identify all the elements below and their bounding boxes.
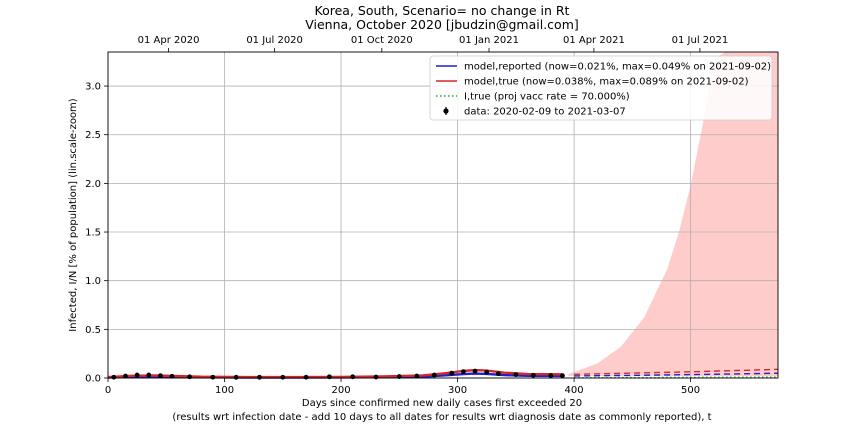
data-point: [350, 374, 356, 380]
data-point: [449, 370, 455, 376]
data-point: [280, 374, 286, 380]
data-point: [111, 374, 117, 380]
legend-label: data: 2020-02-09 to 2021-03-07: [464, 107, 626, 118]
data-point: [210, 374, 216, 380]
data-point: [134, 372, 140, 378]
legend-label: model,true (now=0.038%, max=0.089% on 20…: [464, 77, 749, 88]
data-point: [460, 369, 466, 375]
data-point: [373, 374, 379, 380]
top-tick-label: 01 Jan 2021: [459, 35, 519, 46]
data-point: [513, 372, 519, 377]
data-point: [187, 374, 192, 380]
data-point: [257, 374, 262, 380]
data-point: [303, 374, 309, 380]
y-tick-label: 2.5: [85, 130, 101, 141]
top-tick-label: 01 Jul 2021: [672, 35, 729, 46]
legend: model,reported (now=0.021%, max=0.049% o…: [429, 55, 773, 121]
data-point: [495, 371, 501, 377]
data-point: [431, 372, 437, 378]
top-tick-label: 01 Apr 2021: [563, 35, 625, 46]
series-line-5: [574, 376, 779, 379]
data-point: [472, 368, 478, 374]
data-point: [414, 373, 420, 379]
y-tick-label: 1.5: [85, 228, 101, 239]
x-tick-label: 200: [331, 385, 350, 396]
data-point: [123, 373, 128, 379]
chart-subtitle: Vienna, October 2020 [jbudzin@gmail.com]: [305, 17, 579, 32]
legend-marker: [443, 108, 449, 114]
y-tick-label: 3.0: [85, 82, 101, 93]
plot-frame: [107, 51, 779, 379]
data-point: [326, 374, 332, 380]
y-axis-label: Infected, I/N [% of population] (lin.sca…: [68, 98, 79, 331]
x-axis-label: Days since confirmed new daily cases fir…: [302, 398, 582, 409]
x-axis-label-note: (results wrt infection date - add 10 day…: [172, 412, 711, 423]
y-tick-label: 1.0: [85, 276, 101, 287]
legend-label: model,reported (now=0.021%, max=0.049% o…: [464, 62, 771, 73]
legend-box: [429, 55, 773, 121]
x-tick-label: 300: [448, 385, 467, 396]
x-tick-label: 500: [681, 385, 700, 396]
data-point: [158, 373, 163, 379]
legend-label: I,true (proj vacc rate = 70.000%): [464, 92, 630, 103]
data-point: [233, 374, 239, 380]
top-tick-label: 01 Oct 2020: [351, 35, 413, 46]
data-point: [484, 369, 490, 375]
x-tick-label: 400: [565, 385, 584, 396]
y-tick-label: 0.5: [85, 325, 101, 336]
y-tick-label: 0.0: [85, 374, 101, 385]
data-point: [548, 373, 554, 378]
data-point: [560, 373, 565, 379]
data-point: [530, 372, 536, 378]
top-tick-label: 01 Apr 2020: [138, 35, 200, 46]
y-tick-label: 2.0: [85, 179, 101, 190]
top-tick-label: 01 Jul 2020: [246, 35, 303, 46]
data-point: [169, 373, 175, 379]
x-tick-label: 0: [105, 385, 111, 396]
data-point: [146, 372, 152, 378]
chart-title: Korea, South, Scenario= no change in Rt: [315, 3, 570, 18]
uncertainty-band: [568, 52, 778, 377]
x-tick-label: 100: [215, 385, 234, 396]
